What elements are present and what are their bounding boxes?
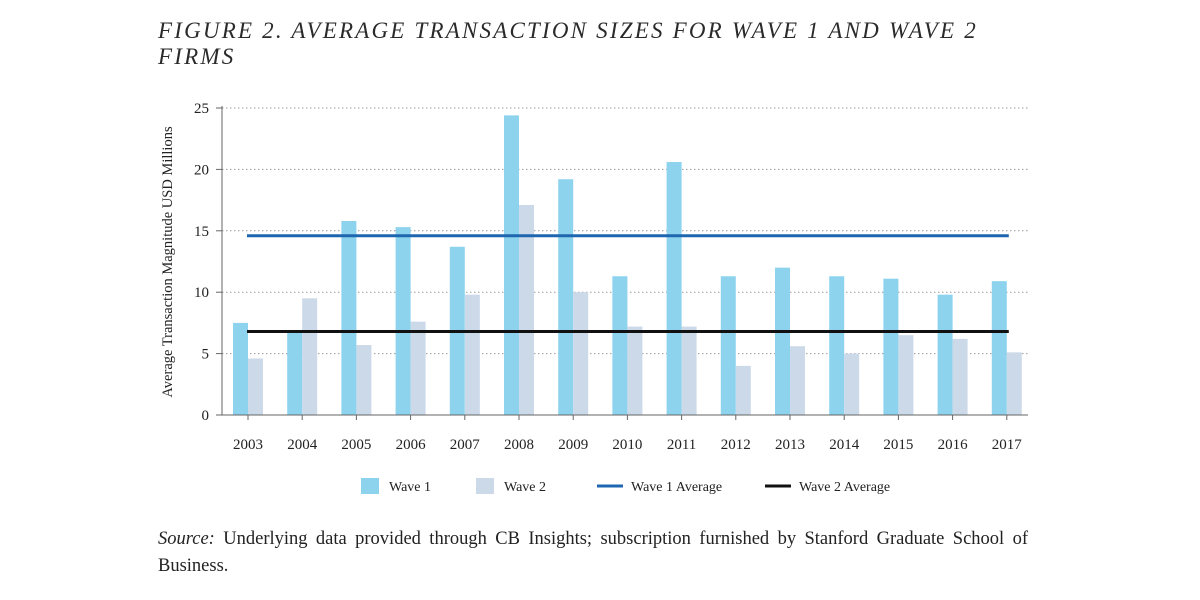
bar-wave1-2015	[883, 278, 899, 415]
x-tick-label: 2014	[829, 437, 860, 453]
legend-swatch-wave-1	[361, 478, 379, 494]
x-tick-label: 2012	[721, 437, 751, 453]
legend-label-wave-1: Wave 1	[389, 480, 431, 495]
bar-wave1-2012	[720, 276, 736, 415]
y-tick-label: 25	[194, 101, 209, 117]
y-tick-label: 0	[202, 408, 210, 424]
bar-wave2-2009	[573, 292, 589, 415]
figure-title: FIGURE 2. AVERAGE TRANSACTION SIZES FOR …	[158, 18, 978, 69]
bar-wave2-2011	[681, 326, 697, 415]
bar-wave2-2004	[302, 298, 318, 415]
source-label: Source:	[158, 529, 215, 549]
bar-wave2-2010	[627, 326, 643, 415]
source-note: Source: Underlying data provided through…	[158, 526, 1028, 580]
x-tick-label: 2003	[233, 437, 263, 453]
bar-wave1-2003	[233, 322, 248, 415]
bar-wave1-2004	[287, 330, 303, 415]
axes: 0 5 10 15 20 25 2003 2004 2005 2006 2007 2008 2009 20…	[194, 101, 1028, 453]
legend: Wave 1 Wave 2 Wave 1 Average Wave 2 Average	[361, 478, 890, 495]
legend-label-wave-2: Wave 2	[504, 480, 546, 495]
bar-wave1-2009	[558, 179, 574, 415]
bar-wave2-2006	[410, 321, 426, 415]
x-tick-label: 2013	[775, 437, 805, 453]
bar-wave1-2010	[612, 276, 628, 415]
bar-wave2-2012	[735, 365, 751, 415]
x-tick-label: 2015	[883, 437, 913, 453]
bar-wave1-2008	[504, 115, 519, 416]
x-tick-label: 2016	[938, 437, 969, 453]
x-tick-label: 2017	[992, 437, 1023, 453]
bar-wave2-2007	[464, 294, 480, 415]
bars	[233, 115, 1022, 416]
bar-wave2-2005	[356, 345, 372, 415]
average-lines	[247, 234, 1009, 333]
bar-wave2-2003	[248, 358, 263, 415]
legend-label-wave-2-average: Wave 2 Average	[799, 480, 890, 495]
bar-wave1-2017	[991, 281, 1007, 415]
bar-wave1-2006	[395, 227, 411, 415]
bar-wave2-2013	[790, 346, 805, 415]
y-axis-label: Average Transaction Magnitude USD Millio…	[160, 126, 176, 398]
bar-wave2-2008	[519, 205, 534, 415]
bar-wave1-2014	[829, 276, 845, 415]
bar-wave1-2005	[341, 220, 357, 415]
legend-swatch-wave-2	[476, 478, 494, 494]
x-tick-label: 2009	[558, 437, 588, 453]
x-tick-label: 2005	[341, 437, 371, 453]
x-tick-label: 2008	[504, 437, 534, 453]
bar-wave1-2013	[775, 267, 790, 415]
y-tick-label: 10	[194, 285, 209, 301]
x-tick-label: 2004	[287, 437, 318, 453]
bar-wave2-2014	[844, 353, 860, 415]
bar-wave2-2017	[1006, 352, 1022, 415]
bar-wave2-2016	[952, 338, 968, 415]
x-tick-label: 2011	[667, 437, 696, 453]
legend-label-wave-1-average: Wave 1 Average	[631, 480, 722, 495]
bar-wave2-2015	[898, 335, 914, 415]
x-tick-label: 2006	[396, 437, 427, 453]
y-tick-label: 15	[194, 224, 209, 240]
x-tick-label: 2007	[450, 437, 481, 453]
y-tick-label: 5	[202, 347, 210, 363]
bar-wave1-2016	[937, 294, 953, 415]
x-tick-label: 2010	[612, 437, 642, 453]
bar-wave1-2011	[666, 162, 682, 415]
y-tick-label: 20	[194, 162, 209, 178]
source-text: Underlying data provided through CB Insi…	[158, 529, 1028, 576]
